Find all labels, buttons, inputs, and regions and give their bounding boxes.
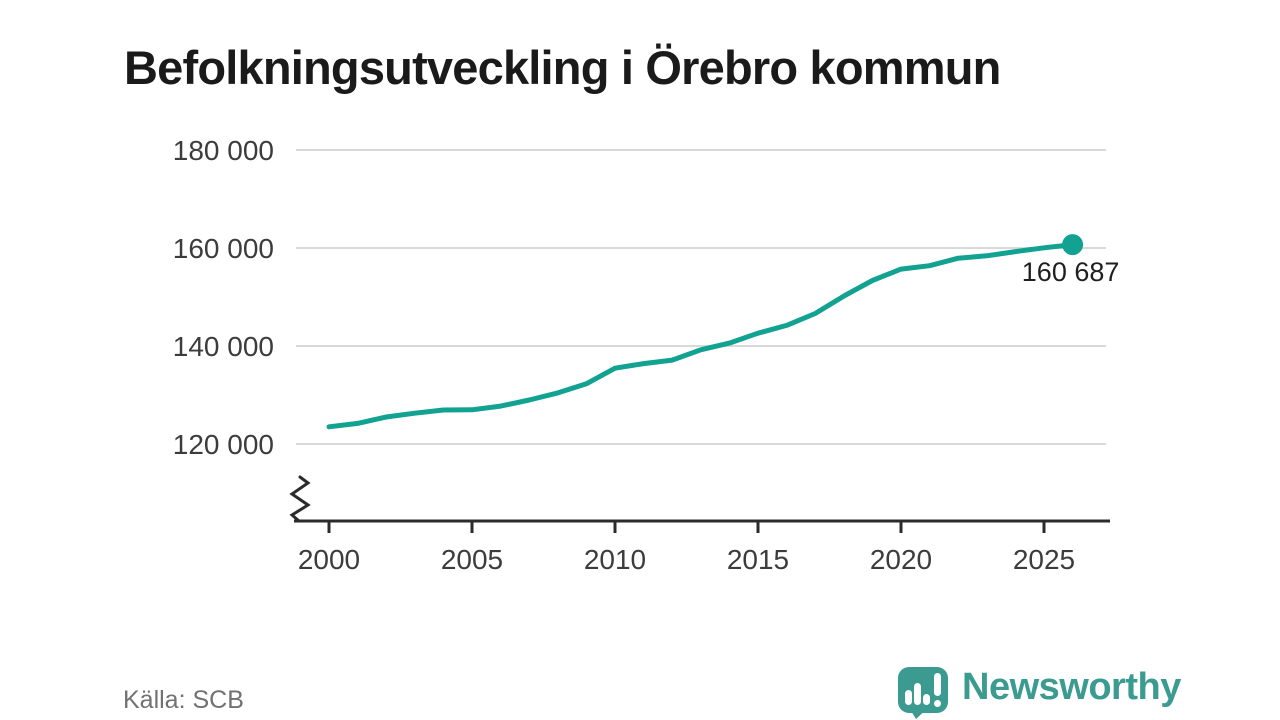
- y-axis-tick-label: 120 000: [173, 429, 274, 460]
- x-axis-tick-label: 2010: [584, 544, 646, 575]
- newsworthy-logo: Newsworthy: [897, 666, 1181, 720]
- newsworthy-wordmark: Newsworthy: [962, 666, 1181, 708]
- source-note: Källa: SCB: [123, 686, 244, 714]
- newsworthy-bubble-chart-icon: [898, 667, 948, 719]
- x-axis-tick-label: 2015: [727, 544, 789, 575]
- y-axis-tick-label: 140 000: [173, 331, 274, 362]
- x-axis-tick-label: 2000: [298, 544, 360, 575]
- x-axis-tick-label: 2020: [870, 544, 932, 575]
- page-title: Befolkningsutveckling i Örebro kommun: [124, 41, 1001, 95]
- x-axis-tick-label: 2025: [1013, 544, 1075, 575]
- y-axis-tick-label: 160 000: [173, 233, 274, 264]
- x-axis-tick-label: 2005: [441, 544, 503, 575]
- population-line: [326, 242, 1076, 430]
- end-value-label: 160 687: [1022, 257, 1120, 287]
- line-end-dot: [1062, 234, 1084, 256]
- y-axis-tick-label: 180 000: [173, 135, 274, 166]
- axis-break-icon: [289, 475, 311, 523]
